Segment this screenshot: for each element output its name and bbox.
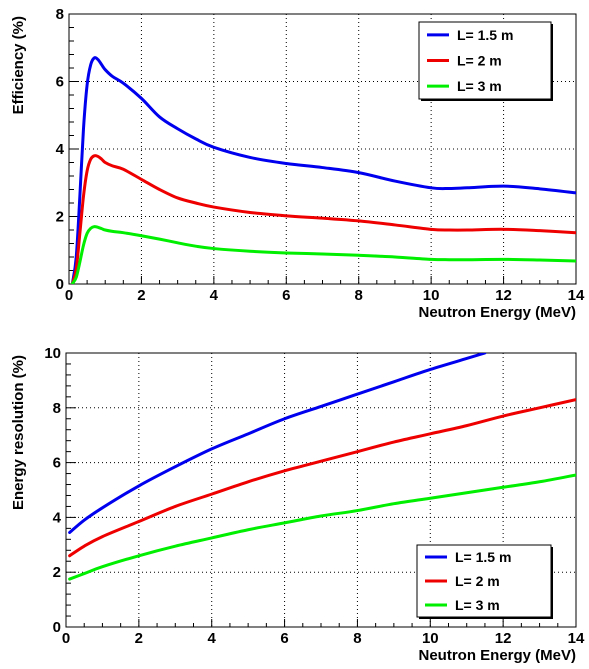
x-tick-label: 4 — [208, 630, 217, 647]
x-axis-title: Neutron Energy (MeV) — [418, 304, 576, 321]
chart-panel-1: 0 2 4 6 8 10 12 14 0 2 4 6 8 Neutron Energy (MeV) Effi… — [10, 6, 585, 321]
y-tick-label: 2 — [53, 564, 61, 581]
series-line-2 — [68, 398, 576, 558]
x-tick-label: 8 — [355, 287, 363, 304]
series-line-2 — [71, 154, 576, 284]
y-tick-label: 2 — [56, 209, 64, 226]
legend-label-2: L= 2 m — [455, 573, 500, 589]
x-tick-label: 2 — [137, 287, 145, 304]
series-line-3 — [68, 473, 576, 581]
y-tick-label: 8 — [53, 400, 61, 417]
y-tick-label: 8 — [56, 6, 64, 23]
series-line-3 — [71, 225, 576, 284]
x-tick-label: 4 — [210, 287, 219, 304]
x-tick-label: 12 — [495, 630, 512, 647]
y-tick-label: 6 — [53, 455, 61, 472]
legend-label-2: L= 2 m — [457, 53, 502, 69]
y-tick-label: 4 — [56, 141, 65, 158]
y-tick-label: 10 — [44, 345, 61, 362]
x-tick-label: 10 — [422, 630, 439, 647]
x-tick-label: 12 — [495, 287, 512, 304]
y-axis-title: Energy resolution (%) — [10, 355, 27, 510]
y-tick-label: 0 — [53, 619, 61, 636]
legend-label-3: L= 3 m — [455, 597, 500, 613]
legend-label-1: L= 1.5 m — [457, 27, 513, 43]
y-tick-label: 0 — [56, 276, 64, 293]
legend: L= 1.5 m L= 2 m L= 3 m — [416, 544, 553, 619]
legend-label-3: L= 3 m — [457, 78, 502, 94]
x-tick-label: 6 — [280, 630, 288, 647]
x-tick-label: 10 — [423, 287, 440, 304]
x-tick-label: 0 — [65, 287, 73, 304]
y-tick-label: 4 — [53, 509, 62, 526]
x-tick-label: 6 — [282, 287, 290, 304]
x-tick-label: 14 — [568, 287, 585, 304]
y-axis-title: Efficiency (%) — [10, 16, 27, 114]
series-line-1 — [71, 56, 576, 284]
legend-label-1: L= 1.5 m — [455, 549, 511, 565]
x-tick-label: 0 — [62, 630, 70, 647]
series-line-1 — [68, 353, 487, 534]
y-tick-label: 6 — [56, 74, 64, 91]
legend: L= 1.5 m L= 2 m L= 3 m — [418, 21, 553, 101]
x-axis-title: Neutron Energy (MeV) — [418, 647, 576, 664]
x-tick-label: 14 — [568, 630, 585, 647]
x-tick-label: 2 — [135, 630, 143, 647]
x-tick-label: 8 — [353, 630, 361, 647]
